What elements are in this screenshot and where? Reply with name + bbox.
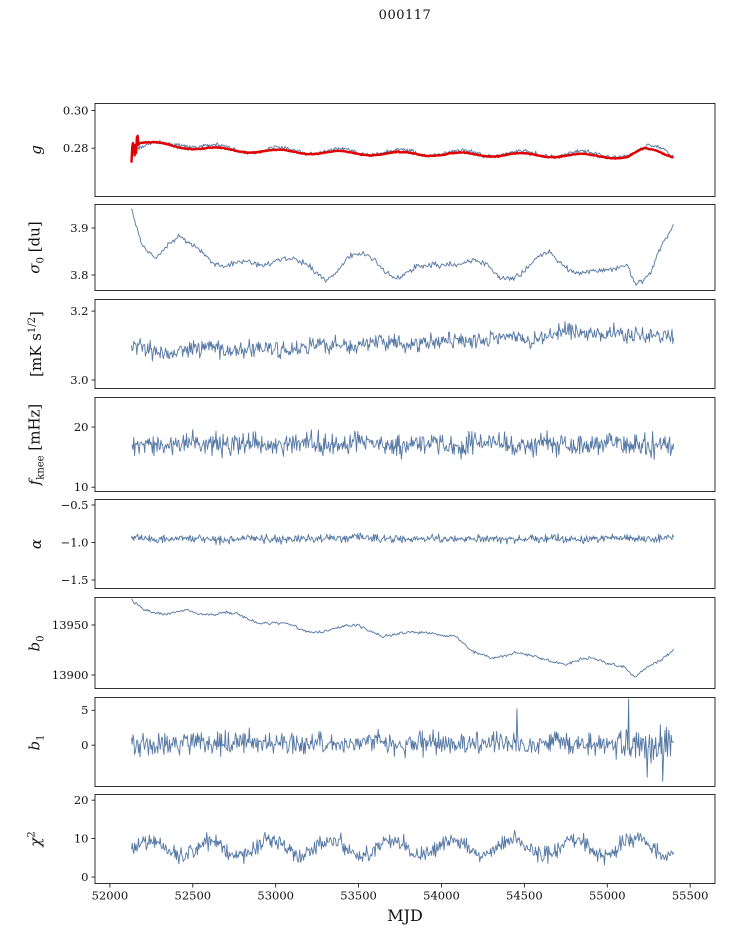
- subplot-b0: b0 13900 13950: [25, 597, 729, 689]
- svg-text:3.0: 3.0: [70, 373, 88, 387]
- subplot-sigma0: σ0 [du] 3.8 3.9: [26, 204, 729, 291]
- svg-text:−0.5: −0.5: [61, 498, 89, 512]
- svg-text:52500: 52500: [175, 889, 212, 903]
- svg-text:53500: 53500: [340, 889, 377, 903]
- svg-text:−1.0: −1.0: [61, 535, 89, 549]
- plot-area-b1: 05: [81, 697, 716, 787]
- x-axis-label: MJD: [387, 906, 423, 925]
- ylabel-white-noise: [mK s1/2]: [27, 311, 46, 377]
- subplot-g: g 0.28 0.30: [27, 103, 729, 197]
- plot-area-b0: 13900 13950: [52, 597, 716, 689]
- svg-text:20: 20: [74, 793, 89, 807]
- svg-text:55500: 55500: [672, 889, 709, 903]
- ylabel-b1: b1: [25, 734, 47, 750]
- plot-area-white-noise: 3.0 3.2: [70, 299, 716, 389]
- figure-title: 000117: [378, 8, 432, 23]
- ylabel-chi2: χ2: [27, 831, 45, 847]
- svg-text:3.9: 3.9: [70, 221, 88, 235]
- svg-text:0.28: 0.28: [63, 141, 89, 155]
- svg-text:5: 5: [81, 703, 88, 717]
- ylabel-g: g: [26, 145, 45, 155]
- svg-text:0: 0: [81, 870, 88, 884]
- ylabel-alpha: α: [26, 538, 45, 550]
- svg-text:55000: 55000: [589, 889, 626, 903]
- svg-text:10: 10: [74, 480, 89, 494]
- ylabel-b0: b0: [25, 635, 47, 651]
- ylabel-sigma0: σ0 [du]: [25, 221, 47, 274]
- svg-text:53000: 53000: [257, 889, 294, 903]
- svg-text:10: 10: [74, 832, 89, 846]
- svg-text:54500: 54500: [506, 889, 543, 903]
- subplot-white-noise: [mK s1/2] 3.0 3.2: [27, 299, 729, 389]
- subplot-alpha: α −0.5 −1.0 −1.5: [27, 498, 729, 589]
- svg-text:3.8: 3.8: [70, 268, 88, 282]
- svg-text:20: 20: [74, 420, 89, 434]
- svg-text:−1.5: −1.5: [61, 573, 89, 587]
- plot-area-sigma0: 3.8 3.9: [70, 204, 716, 291]
- subplot-fknee: fknee [mHz] 10 20: [26, 397, 729, 494]
- svg-text:13900: 13900: [52, 668, 89, 682]
- plot-area-alpha: −0.5 −1.0 −1.5: [61, 498, 716, 589]
- plot-area-chi2: 0 10 20 52000 52500 53000 53500 54000 54500 55000…: [74, 793, 716, 903]
- svg-text:3.2: 3.2: [70, 304, 88, 318]
- plot-area-fknee: 10 20: [74, 397, 716, 494]
- svg-text:52000: 52000: [92, 889, 129, 903]
- subplot-chi2: χ2 0 10 20 52000 52500 53000 53500 54000 54500 55…: [27, 793, 729, 903]
- plot-area-g: 0.28 0.30: [63, 103, 716, 197]
- svg-text:13950: 13950: [52, 618, 89, 632]
- ylabel-fknee: fknee [mHz]: [25, 403, 47, 486]
- svg-text:0.30: 0.30: [63, 103, 89, 117]
- svg-text:54000: 54000: [423, 889, 460, 903]
- svg-text:0: 0: [81, 738, 88, 752]
